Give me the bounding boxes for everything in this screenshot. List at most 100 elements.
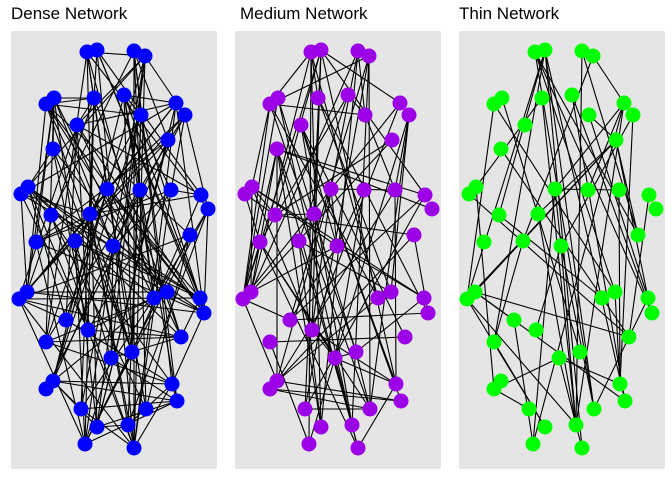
network-edge — [171, 312, 205, 385]
network-edge — [112, 55, 146, 247]
network-edge — [251, 186, 338, 247]
network-edge — [242, 103, 271, 300]
network-edge — [560, 245, 577, 426]
network-edge — [251, 186, 313, 331]
network-node — [370, 290, 386, 306]
network-edge — [588, 114, 649, 299]
network-node — [58, 312, 74, 328]
network-node — [196, 305, 212, 321]
network-node — [356, 182, 372, 198]
network-edge — [35, 189, 172, 243]
network-node — [581, 107, 597, 123]
network-edge — [274, 49, 322, 216]
network-node — [126, 440, 142, 456]
network-edge — [493, 240, 524, 343]
network-edge — [140, 114, 201, 299]
network-node — [137, 48, 153, 64]
network-edge — [84, 357, 112, 445]
network-edge — [534, 51, 639, 236]
network-node — [327, 350, 343, 366]
network-edge — [74, 240, 205, 314]
network-node — [310, 90, 326, 106]
network-node — [547, 181, 563, 197]
network-node — [397, 329, 413, 345]
network-node — [357, 107, 373, 123]
network-node — [192, 290, 208, 306]
network-node — [344, 417, 360, 433]
network-node — [648, 201, 664, 217]
network-edge — [493, 103, 616, 293]
network-node — [120, 417, 136, 433]
network-node — [244, 179, 260, 195]
network-node — [467, 284, 483, 300]
network-node — [20, 179, 36, 195]
network-node — [393, 393, 409, 409]
network-edge — [80, 97, 95, 410]
network-edge — [554, 102, 625, 190]
network-edge — [20, 193, 89, 331]
network-edge — [628, 194, 650, 338]
network-edge — [242, 298, 291, 321]
network-edge — [170, 114, 186, 191]
network-node — [301, 436, 317, 452]
network-edge — [554, 188, 562, 247]
network-edge — [96, 49, 205, 314]
network-node — [200, 201, 216, 217]
network-edge — [535, 245, 562, 331]
network-node — [640, 290, 656, 306]
network-edge — [250, 186, 253, 293]
network-node — [45, 141, 61, 157]
network-node — [103, 350, 119, 366]
network-node — [19, 284, 35, 300]
network-edge — [274, 214, 415, 236]
network-node — [361, 48, 377, 64]
network-edge — [474, 291, 630, 338]
network-node — [608, 132, 624, 148]
network-node — [159, 284, 175, 300]
network-node — [476, 234, 492, 250]
network-node — [168, 95, 184, 111]
network-edge — [18, 298, 86, 445]
network-edge — [308, 357, 336, 445]
network-edge — [86, 51, 209, 210]
network-node — [291, 233, 307, 249]
network-edge — [615, 139, 639, 236]
network-edge — [35, 241, 205, 314]
network-edge — [355, 351, 371, 410]
network-edge — [593, 297, 649, 410]
network-node — [193, 187, 209, 203]
network-edge — [571, 94, 653, 314]
network-node — [45, 373, 61, 389]
network-edge — [139, 189, 147, 410]
network-edge — [76, 124, 205, 314]
network-edge — [276, 380, 402, 402]
network-edge — [84, 245, 114, 445]
network-edge — [244, 193, 261, 243]
network-node — [617, 393, 633, 409]
network-node — [160, 132, 176, 148]
network-node — [616, 95, 632, 111]
network-edge — [498, 49, 546, 216]
network-graph-dense — [11, 42, 216, 456]
network-node — [173, 329, 189, 345]
network-node — [506, 312, 522, 328]
network-node — [340, 87, 356, 103]
network-edge — [18, 298, 182, 338]
network-node — [494, 90, 510, 106]
network-node — [28, 234, 44, 250]
network-edge — [45, 103, 205, 314]
network-node — [105, 238, 121, 254]
network-node — [401, 107, 417, 123]
network-node — [607, 284, 623, 300]
network-edge — [133, 383, 173, 449]
network-node — [611, 182, 627, 198]
network-node — [89, 42, 105, 58]
network-edge — [65, 124, 78, 321]
network-node — [169, 393, 185, 409]
network-edge — [250, 139, 393, 293]
network-edge — [106, 188, 201, 299]
network-edge — [139, 189, 155, 299]
network-edge — [313, 49, 322, 215]
network-edge — [52, 148, 168, 293]
network-edge — [110, 55, 146, 359]
